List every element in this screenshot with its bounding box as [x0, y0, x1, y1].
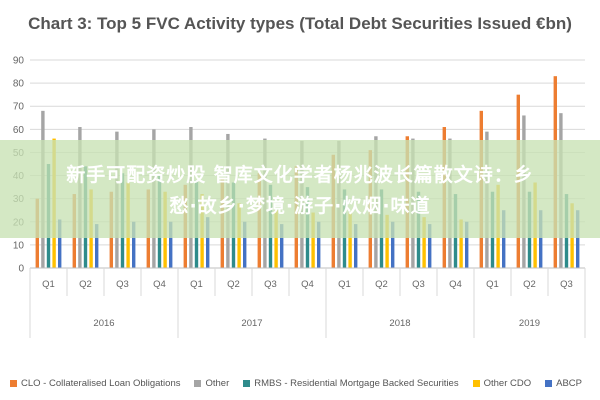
legend-swatch	[194, 380, 202, 387]
bar-4-14	[576, 210, 580, 268]
year-label: 2019	[519, 318, 540, 329]
x-tick-label: Q4	[301, 279, 314, 290]
x-tick-label: Q4	[153, 279, 166, 290]
bar-4-10	[428, 224, 432, 268]
bar-3-9	[385, 214, 389, 268]
x-tick-label: Q1	[338, 279, 351, 290]
overlay-line-1: 新手可配资炒股 智库文化学者杨兆波长篇散文诗：乡	[66, 164, 534, 186]
bar-3-10	[422, 217, 426, 268]
bar-4-12	[502, 210, 506, 268]
legend-label: Other	[205, 378, 230, 389]
y-tick-label: 0	[18, 264, 24, 275]
bar-4-2	[132, 221, 136, 268]
x-tick-label: Q3	[412, 279, 425, 290]
bar-3-7	[311, 212, 315, 268]
x-tick-label: Q2	[227, 279, 240, 290]
chart-legend: CLO - Collateralised Loan Obligations Oth…	[10, 378, 600, 389]
legend-item: RMBS - Residential Mortgage Backed Secur…	[243, 378, 459, 389]
legend-item: ABCP	[545, 378, 582, 389]
legend-swatch	[545, 380, 553, 387]
x-tick-label: Q1	[190, 279, 203, 290]
legend-label: Other CDO	[483, 378, 532, 389]
legend-item: Other CDO	[472, 378, 532, 389]
y-tick-label: 90	[13, 56, 25, 67]
bar-3-11	[459, 219, 463, 268]
legend-label: RMBS - Residential Mortgage Backed Secur…	[254, 378, 459, 389]
legend-label: ABCP	[556, 378, 582, 389]
bar-3-6	[274, 210, 278, 268]
y-tick-label: 80	[13, 79, 25, 90]
bar-4-7	[317, 221, 321, 268]
bar-4-6	[280, 224, 284, 268]
x-tick-label: Q2	[375, 279, 388, 290]
bar-4-9	[391, 221, 395, 268]
overlay-line-2: 愁·故乡·梦境·游子·炊烟·味道	[169, 195, 431, 217]
legend-label: CLO - Collateralised Loan Obligations	[21, 378, 181, 389]
bar-4-3	[169, 221, 173, 268]
legend-item: Other	[194, 378, 229, 389]
y-tick-label: 60	[13, 125, 25, 136]
bar-4-8	[354, 224, 358, 268]
legend-swatch	[472, 380, 480, 387]
x-tick-label: Q3	[116, 279, 129, 290]
legend-item: CLO - Collateralised Loan Obligations	[10, 378, 180, 389]
x-tick-label: Q3	[560, 279, 573, 290]
bar-4-5	[243, 221, 247, 268]
y-tick-label: 70	[13, 102, 25, 113]
overlay-text: 新手可配资炒股 智库文化学者杨兆波长篇散文诗：乡 愁·故乡·梦境·游子·炊烟·味…	[0, 160, 600, 222]
x-tick-label: Q1	[486, 279, 499, 290]
overlay-banner	[0, 140, 600, 238]
x-tick-label: Q2	[523, 279, 536, 290]
bar-4-0	[58, 219, 62, 268]
x-tick-label: Q2	[79, 279, 92, 290]
bar-4-11	[465, 221, 469, 268]
bar-4-13	[539, 210, 543, 268]
x-tick-label: Q1	[42, 279, 55, 290]
x-tick-label: Q4	[449, 279, 462, 290]
legend-swatch	[10, 380, 17, 387]
year-label: 2017	[241, 318, 262, 329]
bar-3-8	[348, 212, 352, 268]
legend-swatch	[243, 380, 251, 387]
x-tick-label: Q3	[264, 279, 277, 290]
y-tick-label: 10	[13, 240, 25, 251]
year-label: 2016	[93, 318, 114, 329]
chart-title: Chart 3: Top 5 FVC Activity types (Total…	[28, 14, 572, 33]
bar-4-1	[95, 224, 99, 268]
year-label: 2018	[389, 318, 410, 329]
bar-4-4	[206, 217, 210, 268]
